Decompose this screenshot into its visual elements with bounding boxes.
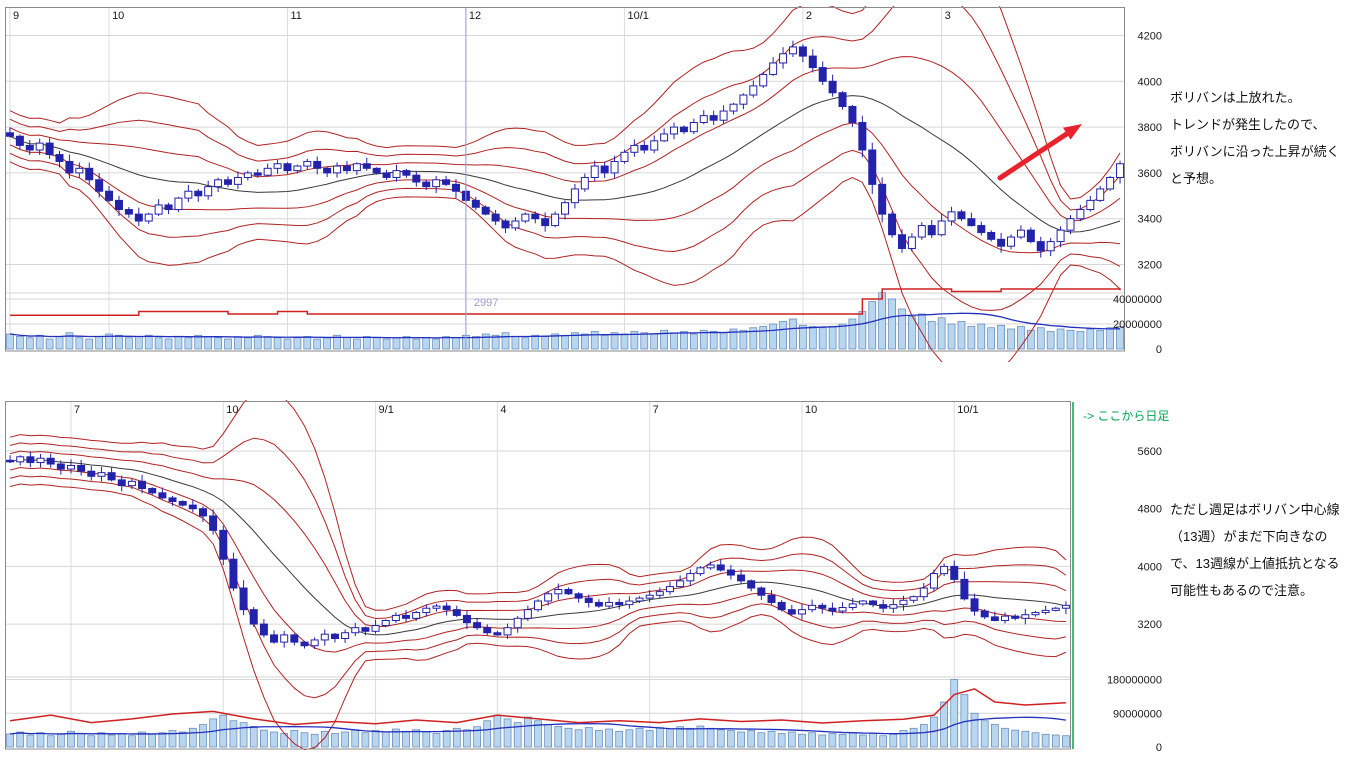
svg-text:7: 7 [653,404,659,416]
svg-text:9: 9 [13,10,19,22]
svg-text:7: 7 [74,404,80,416]
note-line: ただし週足はボリバン中心線 [1170,502,1340,517]
note-line: ボリバンは上放れた。 [1170,90,1301,105]
note-line: 可能性もあるので注意。 [1170,583,1314,598]
svg-text:90000000: 90000000 [1113,708,1162,720]
svg-text:4200: 4200 [1138,30,1162,42]
note-line: トレンドが発生したので、 [1170,117,1326,132]
svg-text:20000000: 20000000 [1113,319,1162,331]
svg-text:4000: 4000 [1138,76,1162,88]
svg-text:3400: 3400 [1138,214,1162,226]
note-line: と予想。 [1170,171,1223,186]
svg-text:3: 3 [945,10,951,22]
svg-text:40000000: 40000000 [1113,294,1162,306]
uptrend-arrow-shaft [997,130,1071,181]
svg-text:0: 0 [1156,344,1162,356]
svg-text:3800: 3800 [1138,122,1162,134]
svg-text:3200: 3200 [1138,619,1162,631]
svg-text:-> ここから日足: -> ここから日足 [1083,409,1169,423]
svg-text:2: 2 [806,10,812,22]
svg-text:5600: 5600 [1138,446,1162,458]
svg-text:11: 11 [290,10,301,22]
svg-text:3600: 3600 [1138,168,1162,180]
note-line: （13週）がまだ下向きなの [1170,529,1328,544]
note-line: ボリバンに沿った上昇が続く [1170,144,1340,159]
svg-text:10: 10 [805,404,817,416]
svg-text:4000: 4000 [1138,561,1162,573]
svg-text:10/1: 10/1 [627,10,648,22]
svg-text:2997: 2997 [474,297,498,309]
svg-text:4: 4 [500,404,506,416]
svg-text:10: 10 [226,404,238,416]
svg-text:3200: 3200 [1138,260,1162,272]
svg-text:180000000: 180000000 [1107,675,1162,687]
weekly-candlestick-chart[interactable]: 7 10 9/1 4 7 10 10/1 -> ここから日足 5600 4800 4000 3200 1… [5,400,1170,758]
svg-text:0: 0 [1156,742,1162,754]
svg-text:10/1: 10/1 [957,404,978,416]
svg-text:12: 12 [469,10,481,22]
svg-text:4800: 4800 [1138,504,1162,516]
note-line: で、13週線が上値抵抗となる [1170,556,1340,571]
uptrend-arrow-icon [997,124,1082,181]
daily-forecast-note: ボリバンは上放れた。 トレンドが発生したので、 ボリバンに沿った上昇が続く と予… [1170,84,1340,192]
uptrend-arrow-head [1063,124,1082,140]
svg-text:9/1: 9/1 [379,404,394,416]
daily-candlestick-chart[interactable]: 9 10 11 12 10/1 2 3 2997 4200 4000 3800 3600 3400 320… [5,6,1170,362]
svg-text:10: 10 [112,10,124,22]
weekly-caution-note: ただし週足はボリバン中心線 （13週）がまだ下向きなの で、13週線が上値抵抗と… [1170,496,1340,604]
